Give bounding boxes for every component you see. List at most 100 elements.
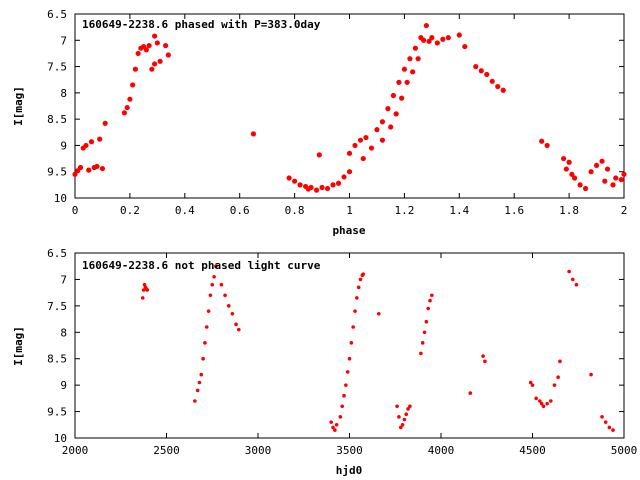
- phased-data-point: [97, 136, 103, 142]
- phased-data-point: [390, 92, 397, 99]
- unphased-y-axis-label: I[mag]: [12, 326, 25, 366]
- unphased-data-point: [214, 264, 218, 269]
- phased-data-point: [286, 175, 292, 181]
- phased-y-tick-label: 9.5: [47, 166, 67, 179]
- unphased-data-point: [419, 351, 423, 356]
- unphased-y-tick-label: 7.5: [47, 300, 67, 313]
- unphased-data-point: [530, 383, 535, 387]
- unphased-data-point: [376, 311, 381, 316]
- phased-data-point: [162, 42, 169, 49]
- unphased-data-point: [420, 341, 425, 345]
- phased-data-point: [292, 178, 298, 184]
- phased-data-point: [154, 40, 160, 46]
- unphased-data-point: [398, 425, 403, 430]
- unphased-x-tick-label: 4500: [519, 444, 546, 457]
- unphased-data-point: [361, 272, 366, 276]
- unphased-data-point: [468, 391, 473, 395]
- phased-data-point: [569, 171, 575, 177]
- phased-data-point: [102, 120, 108, 126]
- phased-chart-title: 160649-2238.6 phased with P=383.0day: [82, 18, 321, 31]
- phased-x-tick-label: 0.4: [175, 204, 195, 217]
- phased-x-tick-label: 0: [72, 204, 79, 217]
- phased-data-point: [423, 22, 429, 29]
- phased-data-point: [297, 182, 303, 188]
- phased-data-point: [335, 180, 342, 186]
- phased-y-tick-label: 6.5: [47, 8, 67, 21]
- unphased-data-point: [141, 288, 146, 292]
- unphased-y-tick-label: 7: [60, 273, 67, 286]
- phased-data-point: [404, 79, 410, 85]
- phased-data-point: [604, 166, 611, 172]
- unphased-data-point: [397, 415, 401, 419]
- unphased-y-tick-label: 10: [54, 432, 67, 445]
- unphased-data-point: [338, 415, 343, 419]
- phased-y-tick-label: 7.5: [47, 61, 67, 74]
- phased-data-point: [577, 182, 583, 188]
- phased-y-ticks: 6.5 7 7.5 8 8.5 9 9.5 10: [47, 8, 624, 205]
- phased-data-point: [445, 35, 451, 41]
- phased-data-point: [399, 95, 405, 101]
- unphased-data-point: [402, 417, 407, 422]
- phased-data-point: [561, 155, 567, 162]
- unphased-data-point: [607, 425, 612, 430]
- unphased-x-tick-label: 2000: [62, 444, 89, 457]
- phased-data-point: [124, 104, 130, 111]
- phased-y-axis-label: I[mag]: [12, 86, 25, 126]
- phased-data-point: [313, 187, 320, 193]
- phased-y-tick-label: 9: [60, 139, 67, 152]
- unphased-data-point: [589, 372, 593, 377]
- phased-data-point: [407, 56, 413, 62]
- phased-data-point: [374, 127, 380, 133]
- unphased-data-point: [600, 415, 604, 419]
- unphased-y-tick-label: 8: [60, 326, 67, 339]
- unphased-data-point: [195, 388, 200, 393]
- unphased-data-point: [226, 304, 231, 308]
- phased-data-point: [368, 145, 375, 151]
- unphased-data-point: [603, 420, 608, 424]
- phased-data-point: [94, 163, 100, 170]
- phased-data-point: [426, 38, 432, 44]
- phased-data-point: [429, 35, 435, 41]
- unphased-y-tick-label: 8.5: [47, 353, 67, 366]
- phased-x-tick-label: 1: [346, 204, 353, 217]
- phased-data-point: [434, 40, 440, 46]
- phased-data-point: [379, 137, 386, 143]
- phased-data-point: [319, 184, 325, 191]
- unphased-data-point: [570, 277, 575, 282]
- phased-data-point: [324, 185, 331, 192]
- unphased-y-tick-label: 9: [60, 379, 67, 392]
- phased-data-point: [308, 184, 314, 191]
- phased-data-point: [456, 32, 462, 38]
- phased-y-tick-label: 8.5: [47, 113, 67, 126]
- unphased-data-point: [483, 359, 487, 364]
- unphased-data-point: [331, 425, 335, 430]
- unphased-data-point: [203, 341, 207, 345]
- phased-data-point: [602, 178, 608, 184]
- phased-x-tick-label: 1.6: [504, 204, 524, 217]
- unphased-data-point: [347, 356, 352, 361]
- phased-x-tick-label: 2: [621, 204, 628, 217]
- phased-x-tick-label: 1.4: [449, 204, 469, 217]
- phased-data-point: [360, 155, 366, 162]
- phased-data-point: [86, 167, 92, 173]
- unphased-data-point: [549, 399, 553, 403]
- unphased-data-point: [210, 282, 215, 287]
- phased-data-point: [127, 96, 133, 102]
- unphased-data-point: [534, 396, 538, 401]
- phased-data-point: [83, 142, 89, 149]
- unphased-x-tick-label: 4000: [428, 444, 455, 457]
- unphased-x-tick-label: 3500: [336, 444, 363, 457]
- phased-data-point: [401, 66, 407, 72]
- phased-data-point: [316, 152, 322, 158]
- unphased-data-point: [208, 293, 213, 298]
- phased-y-tick-label: 10: [54, 192, 67, 205]
- unphased-data-point: [333, 428, 337, 432]
- phased-data-point: [563, 166, 569, 172]
- unphased-x-ticks: 2000 2500 3000 3500 4000 4500 5000: [62, 253, 637, 457]
- unphased-data-point: [481, 354, 485, 358]
- phased-data-point: [121, 110, 128, 116]
- unphased-data-point: [197, 380, 202, 385]
- unphased-data-point: [404, 412, 409, 417]
- unphased-data-point: [426, 306, 430, 311]
- phased-data-point: [610, 182, 616, 188]
